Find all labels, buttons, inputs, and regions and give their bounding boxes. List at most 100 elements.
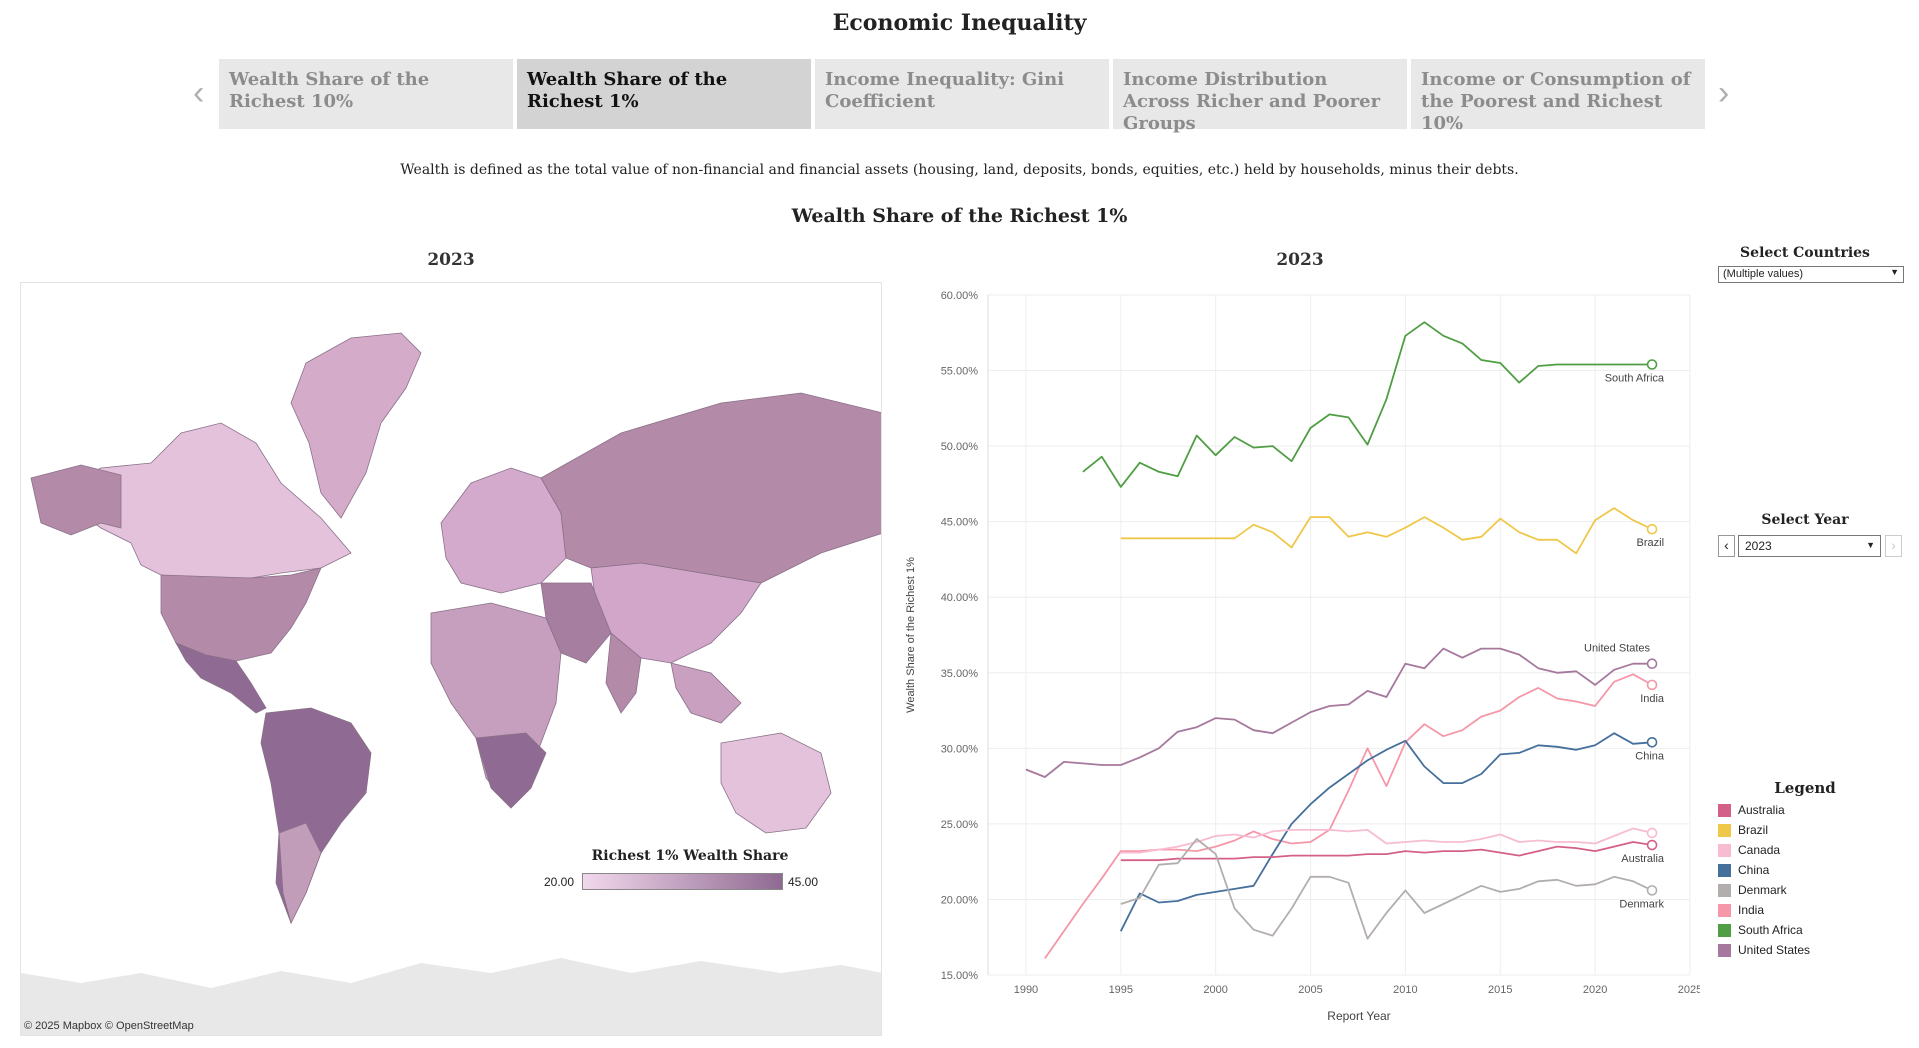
world-map[interactable] xyxy=(20,282,882,1036)
select-year-dropdown[interactable]: 2023 ▼ xyxy=(1738,535,1881,557)
usa-region xyxy=(160,567,322,662)
legend-label: South Africa xyxy=(1738,923,1803,937)
tab-bar: Wealth Share of the Richest 10% Wealth S… xyxy=(219,59,1709,134)
legend-item-india[interactable]: India xyxy=(1718,900,1810,920)
legend-item-australia[interactable]: Australia xyxy=(1718,800,1810,820)
legend-list: Australia Brazil Canada China Denmark In… xyxy=(1718,800,1810,960)
legend-swatch xyxy=(1718,843,1731,857)
legend-label: United States xyxy=(1738,943,1811,957)
legend-swatch xyxy=(1718,883,1731,897)
series-end-label-united-states: United States xyxy=(1584,643,1651,655)
chevron-right-icon: › xyxy=(1891,537,1896,553)
series-line-australia xyxy=(1120,841,1653,862)
greenland-region xyxy=(290,332,422,519)
series-end-label-denmark: Denmark xyxy=(1619,898,1664,910)
line-chart[interactable]: 15.00% 20.00% 25.00% 30.00% 35.00% 40.00% 45.0… xyxy=(900,270,1700,1030)
series-end-marker-india xyxy=(1646,679,1658,691)
map-credit: © 2025 Mapbox © OpenStreetMap xyxy=(24,1020,194,1032)
antarctica-region xyxy=(21,958,881,1035)
india-region xyxy=(605,632,642,714)
y-axis-label: Wealth Share of the Richest 1% xyxy=(905,557,917,713)
y-tick-label: 40.00% xyxy=(941,592,979,604)
tab-wealth-richest-1[interactable]: Wealth Share of the Richest 1% xyxy=(517,59,811,129)
legend-label: Denmark xyxy=(1738,883,1787,897)
year-prev-button[interactable]: ‹ xyxy=(1718,535,1735,557)
x-tick-label: 2020 xyxy=(1583,984,1607,996)
x-tick-label: 2025 xyxy=(1678,984,1700,996)
legend-label: China xyxy=(1738,863,1770,877)
series-end-label-australia: Australia xyxy=(1621,853,1665,865)
series-end-label-china: China xyxy=(1635,750,1665,762)
legend-item-denmark[interactable]: Denmark xyxy=(1718,880,1810,900)
south-america-region xyxy=(260,707,372,924)
map-legend-gradient xyxy=(582,873,783,890)
select-year-value: 2023 xyxy=(1745,539,1772,553)
select-countries-dropdown[interactable]: (Multiple values) ▼ xyxy=(1718,266,1904,283)
series-line-china xyxy=(1119,732,1653,932)
legend-label: Australia xyxy=(1738,803,1785,817)
tab-wealth-richest-10[interactable]: Wealth Share of the Richest 10% xyxy=(219,59,513,129)
y-tick-label: 20.00% xyxy=(941,894,979,906)
series-end-marker-canada xyxy=(1646,827,1658,839)
canada-region xyxy=(50,422,352,579)
mexico-region xyxy=(175,642,267,714)
y-tick-label: 60.00% xyxy=(941,290,979,302)
series-end-label-brazil: Brazil xyxy=(1637,537,1665,549)
series-end-marker-denmark xyxy=(1646,885,1658,896)
legend-swatch xyxy=(1718,863,1731,877)
x-tick-label: 1990 xyxy=(1014,984,1038,996)
series-line-india xyxy=(1044,673,1653,959)
tab-poorest-richest-10[interactable]: Income or Consumption of the Poorest and… xyxy=(1411,59,1705,134)
series-end-marker-china xyxy=(1646,736,1658,748)
series-end-marker-south-africa xyxy=(1646,359,1658,370)
x-tick-label: 2010 xyxy=(1393,984,1417,996)
series-line-brazil xyxy=(1120,507,1653,555)
tab-gini-coefficient[interactable]: Income Inequality: Gini Coefficient xyxy=(815,59,1109,129)
legend-title: Legend xyxy=(1774,779,1836,797)
map-legend-title: Richest 1% Wealth Share xyxy=(591,848,789,864)
legend-swatch xyxy=(1718,903,1731,917)
series-end-marker-brazil xyxy=(1646,523,1658,535)
legend-label: Brazil xyxy=(1738,823,1769,837)
legend-item-united-states[interactable]: United States xyxy=(1718,940,1810,960)
y-tick-label: 15.00% xyxy=(941,970,979,982)
legend-item-china[interactable]: China xyxy=(1718,860,1810,880)
alaska-region xyxy=(30,464,122,536)
series-line-canada xyxy=(1120,827,1653,854)
select-year-title: Select Year xyxy=(1761,512,1849,528)
year-next-button[interactable]: › xyxy=(1885,535,1902,557)
tab-income-distribution[interactable]: Income Distribution Across Richer and Po… xyxy=(1113,59,1407,134)
x-tick-label: 1995 xyxy=(1109,984,1133,996)
legend-swatch xyxy=(1718,803,1731,817)
legend-item-south-africa[interactable]: South Africa xyxy=(1718,920,1810,940)
series-line-united-states xyxy=(1025,647,1653,778)
chevron-left-icon[interactable]: ‹ xyxy=(193,74,205,112)
series-end-label-india: India xyxy=(1640,693,1665,705)
map-legend-min: 20.00 xyxy=(544,875,575,889)
legend-swatch xyxy=(1718,943,1731,957)
wealth-definition: Wealth is defined as the total value of … xyxy=(400,162,1519,178)
series-line-denmark xyxy=(1120,838,1653,940)
select-countries-value: (Multiple values) xyxy=(1723,268,1804,280)
legend-item-brazil[interactable]: Brazil xyxy=(1718,820,1810,840)
map-year-title: 2023 xyxy=(427,250,475,270)
legend-swatch xyxy=(1718,823,1731,837)
y-tick-label: 45.00% xyxy=(941,517,979,529)
world-map-svg[interactable] xyxy=(21,283,882,1036)
legend-item-canada[interactable]: Canada xyxy=(1718,840,1810,860)
y-tick-label: 35.00% xyxy=(941,668,979,680)
legend-label: India xyxy=(1738,903,1765,917)
legend-swatch xyxy=(1718,923,1731,937)
argentina-region xyxy=(278,822,322,925)
x-tick-label: 2005 xyxy=(1298,984,1322,996)
y-tick-label: 55.00% xyxy=(941,366,979,378)
chevron-right-icon[interactable]: › xyxy=(1718,74,1730,112)
australia-region xyxy=(720,732,832,834)
section-title: Wealth Share of the Richest 1% xyxy=(791,205,1128,227)
southeast-asia-region xyxy=(670,662,742,724)
map-legend-max: 45.00 xyxy=(788,875,819,889)
y-tick-label: 25.00% xyxy=(941,819,979,831)
x-axis-label: Report Year xyxy=(1327,1009,1390,1023)
y-tick-label: 50.00% xyxy=(941,441,979,453)
chart-year-title: 2023 xyxy=(1276,250,1324,270)
